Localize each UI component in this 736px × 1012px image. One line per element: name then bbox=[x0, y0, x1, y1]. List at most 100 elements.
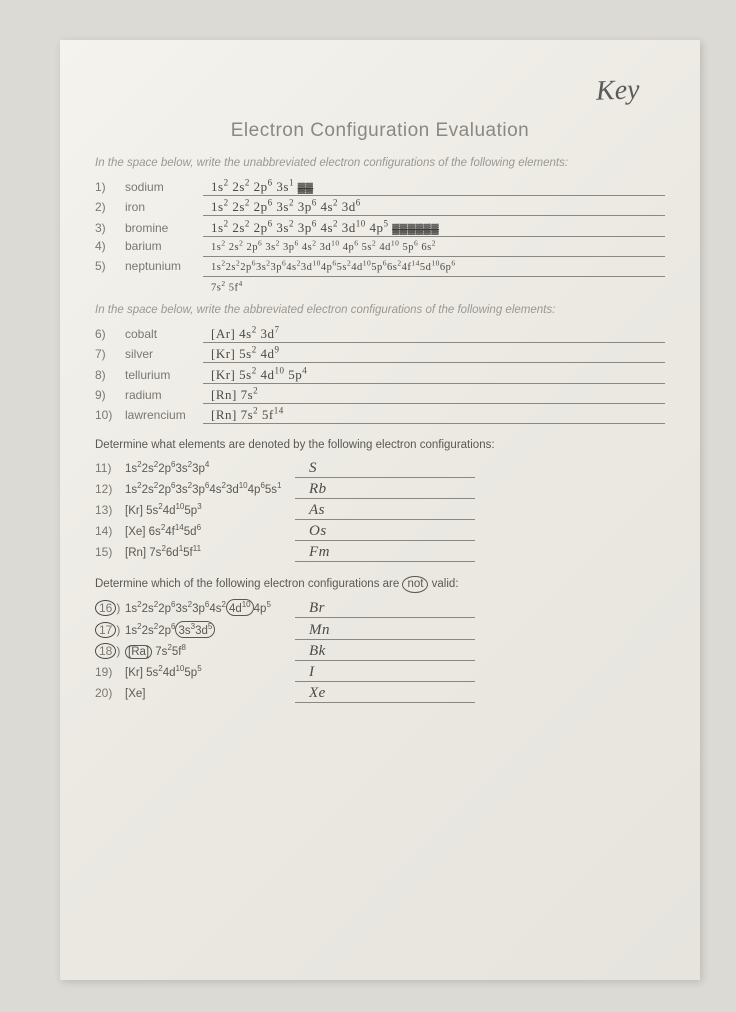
handwritten-answer: I bbox=[309, 664, 315, 680]
question-number: 9) bbox=[95, 388, 125, 402]
handwritten-answer: Xe bbox=[309, 685, 326, 701]
printed-config: [Rn] 7s26d15f11 bbox=[125, 544, 295, 559]
handwritten-answer: Rb bbox=[309, 481, 327, 497]
answer-line: Fm bbox=[295, 544, 475, 562]
handwritten-answer: [Kr] 5s2 4d9 bbox=[211, 346, 279, 361]
element-label: silver bbox=[125, 347, 203, 361]
question-number: 4) bbox=[95, 239, 125, 253]
answer-line: S bbox=[295, 460, 475, 478]
question-number: 14) bbox=[95, 524, 125, 538]
instruction-4: Determine which of the following electro… bbox=[95, 576, 665, 594]
question-row: 10) lawrencium [Rn] 7s2 5f14 bbox=[95, 406, 665, 424]
key-annotation: Key bbox=[596, 74, 641, 107]
instruction-3: Determine what elements are denoted by t… bbox=[95, 438, 665, 454]
question-number: 18) bbox=[95, 643, 125, 659]
answer-line: I bbox=[295, 664, 475, 682]
question-row: 7) silver [Kr] 5s2 4d9 bbox=[95, 345, 665, 363]
answer-line: 1s2 2s2 2p6 3s2 3p6 4s2 3d10 4p6 5s2 4d1… bbox=[203, 239, 665, 257]
element-label: iron bbox=[125, 200, 203, 214]
section-2: 6) cobalt [Ar] 4s2 3d7 7) silver [Kr] 5s2… bbox=[95, 325, 665, 425]
handwritten-answer: 1s2 2s2 2p6 3s2 3p6 4s2 3d6 bbox=[211, 199, 361, 214]
answer-line: Bk bbox=[295, 643, 475, 661]
question-number: 7) bbox=[95, 347, 125, 361]
handwritten-answer: As bbox=[309, 502, 325, 518]
question-row: 6) cobalt [Ar] 4s2 3d7 bbox=[95, 325, 665, 343]
element-label: neptunium bbox=[125, 259, 203, 273]
question-row: 19) [Kr] 5s24d105p5 I bbox=[95, 664, 665, 682]
handwritten-answer: S bbox=[309, 460, 317, 476]
printed-config: [Xe] 6s24f145d6 bbox=[125, 523, 295, 538]
handwritten-answer: 1s22s22p63s23p64s23d104p65s24d105p66s24f… bbox=[211, 262, 456, 273]
question-row: 18) [Ra] 7s25f8 Bk bbox=[95, 643, 665, 661]
question-row: 17) 1s22s22p63s33d5 Mn bbox=[95, 621, 665, 640]
question-number: 13) bbox=[95, 503, 125, 517]
question-number: 17) bbox=[95, 622, 125, 638]
element-label: bromine bbox=[125, 221, 203, 235]
answer-line: 1s2 2s2 2p6 3s2 3p6 4s2 3d10 4p5 ▓▓▓▓▓▓ bbox=[203, 218, 665, 236]
question-row: 3) bromine 1s2 2s2 2p6 3s2 3p6 4s2 3d10 … bbox=[95, 218, 665, 236]
circled-not: not bbox=[402, 576, 428, 594]
question-number: 16) bbox=[95, 600, 125, 616]
answer-line: 1s2 2s2 2p6 3s1 ▓▓ bbox=[203, 178, 665, 196]
handwritten-answer: Fm bbox=[309, 544, 330, 560]
printed-config: [Kr] 5s24d105p5 bbox=[125, 664, 295, 679]
question-number: 5) bbox=[95, 259, 125, 273]
element-label: sodium bbox=[125, 180, 203, 194]
printed-config: [Xe] bbox=[125, 688, 295, 700]
answer-line: Xe bbox=[295, 685, 475, 703]
handwritten-answer: [Rn] 7s2 bbox=[211, 387, 258, 402]
printed-config: [Ra] 7s25f8 bbox=[125, 643, 295, 659]
handwritten-answer: [Kr] 5s2 4d10 5p4 bbox=[211, 367, 307, 382]
answer-line: Os bbox=[295, 523, 475, 541]
question-number: 8) bbox=[95, 368, 125, 382]
question-row-continuation: 7s2 5f4 bbox=[95, 279, 665, 294]
answer-line: Rb bbox=[295, 481, 475, 499]
handwritten-answer: Mn bbox=[309, 622, 330, 638]
instruction-4c: valid: bbox=[428, 578, 458, 590]
handwritten-answer: 1s2 2s2 2p6 3s2 3p6 4s2 3d10 4p5 ▓▓▓▓▓▓ bbox=[211, 220, 439, 235]
question-row: 8) tellurium [Kr] 5s2 4d10 5p4 bbox=[95, 365, 665, 383]
handwritten-answer: 1s2 2s2 2p6 3s1 ▓▓ bbox=[211, 179, 313, 194]
handwritten-answer-cont: 7s2 5f4 bbox=[203, 279, 243, 294]
question-row: 1) sodium 1s2 2s2 2p6 3s1 ▓▓ bbox=[95, 178, 665, 196]
question-row: 16) 1s22s22p63s23p64s24d104p5 Br bbox=[95, 599, 665, 618]
question-row: 20) [Xe] Xe bbox=[95, 685, 665, 703]
question-number: 19) bbox=[95, 665, 125, 679]
section-4: 16) 1s22s22p63s23p64s24d104p5 Br 17) 1s22… bbox=[95, 599, 665, 703]
question-number: 12) bbox=[95, 482, 125, 496]
question-row: 9) radium [Rn] 7s2 bbox=[95, 386, 665, 404]
printed-config: [Kr] 5s24d105p3 bbox=[125, 502, 295, 517]
handwritten-answer: Br bbox=[309, 600, 325, 616]
handwritten-answer: Bk bbox=[309, 643, 326, 659]
handwritten-answer: 1s2 2s2 2p6 3s2 3p6 4s2 3d10 4p6 5s2 4d1… bbox=[211, 242, 436, 253]
element-label: radium bbox=[125, 388, 203, 402]
instruction-4a: Determine which of the following electro… bbox=[95, 578, 402, 590]
question-number: 15) bbox=[95, 545, 125, 559]
handwritten-answer: [Rn] 7s2 5f14 bbox=[211, 407, 284, 422]
answer-line: Mn bbox=[295, 622, 475, 640]
element-label: cobalt bbox=[125, 327, 203, 341]
answer-line: [Rn] 7s2 5f14 bbox=[203, 406, 665, 424]
handwritten-answer: Os bbox=[309, 523, 327, 539]
question-row: 4) barium 1s2 2s2 2p6 3s2 3p6 4s2 3d10 4… bbox=[95, 239, 665, 257]
question-number: 20) bbox=[95, 686, 125, 700]
question-row: 2) iron 1s2 2s2 2p6 3s2 3p6 4s2 3d6 bbox=[95, 198, 665, 216]
question-row: 12) 1s22s22p63s23p64s23d104p65s1 Rb bbox=[95, 481, 665, 499]
question-row: 11) 1s22s22p63s23p4 S bbox=[95, 460, 665, 478]
instruction-1: In the space below, write the unabbrevia… bbox=[95, 156, 665, 172]
question-number: 10) bbox=[95, 408, 125, 422]
question-number: 2) bbox=[95, 200, 125, 214]
element-label: barium bbox=[125, 239, 203, 253]
element-label: lawrencium bbox=[125, 408, 203, 422]
printed-config: 1s22s22p63s23p4 bbox=[125, 460, 295, 475]
worksheet-page: Key Electron Configuration Evaluation In… bbox=[60, 40, 700, 980]
answer-line: 1s2 2s2 2p6 3s2 3p6 4s2 3d6 bbox=[203, 198, 665, 216]
question-number: 6) bbox=[95, 327, 125, 341]
question-row: 15) [Rn] 7s26d15f11 Fm bbox=[95, 544, 665, 562]
element-label: tellurium bbox=[125, 368, 203, 382]
answer-line: 1s22s22p63s23p64s23d104p65s24d105p66s24f… bbox=[203, 259, 665, 277]
answer-line: Br bbox=[295, 600, 475, 618]
handwritten-answer: [Ar] 4s2 3d7 bbox=[211, 326, 279, 341]
answer-line: [Kr] 5s2 4d9 bbox=[203, 345, 665, 363]
section-1: 1) sodium 1s2 2s2 2p6 3s1 ▓▓ 2) iron 1s2 … bbox=[95, 178, 665, 293]
